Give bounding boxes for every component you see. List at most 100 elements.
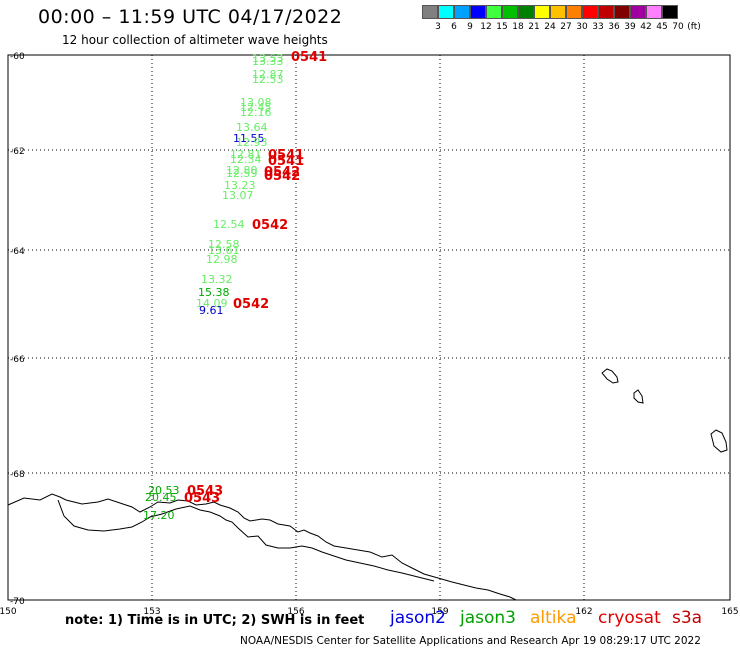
wave-height-value: 15.38: [198, 286, 230, 299]
legend-label: 21: [528, 22, 540, 32]
legend-label: 36: [608, 22, 620, 32]
legend-label: 70: [672, 22, 684, 32]
legend-label: 30: [576, 22, 588, 32]
color-legend: [422, 5, 678, 19]
lon-tick-label: 159: [431, 607, 448, 617]
legend-swatch: [550, 5, 566, 19]
lat-tick-label: -68: [10, 470, 25, 480]
pass-time-label: 0543: [184, 491, 220, 506]
pass-time-label: 0542: [233, 297, 269, 312]
wave-height-value: 12.87: [252, 68, 284, 81]
legend-label: 45: [656, 22, 668, 32]
wave-height-value: 20.53: [148, 484, 180, 497]
legend-swatch: [518, 5, 534, 19]
wave-height-value: 13.53: [252, 52, 284, 65]
wave-height-value: 12.80: [226, 164, 258, 177]
legend-label: 9: [467, 22, 473, 32]
wave-height-value: 12.59: [226, 167, 258, 180]
antarctic-coastline: [7, 493, 517, 601]
legend-label: 27: [560, 22, 572, 32]
wave-height-value: 20.45: [145, 491, 177, 504]
pass-time-label: 0543: [187, 484, 223, 499]
satellite-s3a: s3a: [672, 608, 703, 628]
island-3: [710, 429, 728, 453]
lon-tick-label: 153: [143, 607, 160, 617]
legend-swatch: [422, 5, 438, 19]
lon-tick-label: 150: [0, 607, 17, 617]
lat-tick-label: -62: [10, 147, 25, 157]
pass-time-label: 0542: [264, 165, 300, 180]
map-tick-labels: 150 153 156 159 162 165 -60 -62 -64 -66 -68 -70: [0, 52, 739, 617]
legend-label: 33: [592, 22, 604, 32]
wave-height-value: 13.07: [222, 189, 254, 202]
legend-label: (ft): [687, 22, 701, 32]
pass-time-label: 0542: [264, 169, 300, 184]
wave-height-value: 14.09: [196, 297, 228, 310]
legend-swatch: [486, 5, 502, 19]
legend-swatch: [598, 5, 614, 19]
legend-swatch: [438, 5, 454, 19]
wave-height-value: 12.54: [213, 218, 245, 231]
pass-time-label: 0541: [291, 50, 327, 65]
island-1: [601, 368, 619, 384]
lat-tick-label: -64: [10, 247, 25, 257]
legend-swatch: [454, 5, 470, 19]
wave-height-value: 13.64: [236, 121, 268, 134]
wave-height-value: 13.61: [208, 244, 240, 257]
legend-label: 39: [624, 22, 636, 32]
wave-height-value: 11.55: [233, 132, 265, 145]
legend-label: 42: [640, 22, 652, 32]
lon-tick-label: 162: [575, 607, 592, 617]
legend-label: 18: [512, 22, 524, 32]
wave-height-value: 12.34: [230, 153, 262, 166]
wave-height-value: 12.16: [240, 106, 272, 119]
map-frame: [7, 54, 731, 601]
antarctic-coastline-inner: [57, 499, 435, 582]
wave-height-value: 12.81: [230, 148, 262, 161]
page-title: 00:00 – 11:59 UTC 04/17/2022: [38, 6, 343, 28]
color-legend-labels: 3 6 9 12 15 18 21 24 27 30 33 36 39 42 45 70 (ft): [422, 22, 702, 32]
legend-swatch: [502, 5, 518, 19]
coastline: [7, 368, 728, 601]
pass-time-label: 0541: [268, 154, 304, 169]
wave-height-value: 9.61: [199, 304, 224, 317]
pass-time-label: 0541: [268, 148, 304, 163]
wave-height-value: 12.58: [208, 238, 240, 251]
wave-height-value: 13.33: [252, 55, 284, 68]
wave-height-value: 13.08: [240, 96, 272, 109]
legend-swatch: [566, 5, 582, 19]
legend-swatch: [470, 5, 486, 19]
legend-label: 6: [451, 22, 457, 32]
wave-height-value: 12.93: [236, 136, 268, 149]
wave-height-value: 12.45: [240, 101, 272, 114]
legend-swatch: [534, 5, 550, 19]
satellite-cryosat: cryosat: [598, 608, 661, 628]
satellite-jason2: jason2: [390, 608, 446, 628]
wave-height-value: 12.98: [206, 253, 238, 266]
wave-height-value: 13.23: [224, 179, 256, 192]
legend-swatch: [614, 5, 630, 19]
satellite-jason3: jason3: [460, 608, 516, 628]
satellite-altika: altika: [530, 608, 577, 628]
legend-swatch: [646, 5, 662, 19]
legend-swatch: [582, 5, 598, 19]
legend-swatch: [662, 5, 678, 19]
map-grid: [7, 54, 731, 601]
wave-height-value: 12.53: [252, 73, 284, 86]
page-subtitle: 12 hour collection of altimeter wave hei…: [62, 33, 328, 47]
lon-tick-label: 156: [287, 607, 304, 617]
island-2: [633, 389, 644, 404]
legend-swatch: [630, 5, 646, 19]
credit-line: NOAA/NESDIS Center for Satellite Applica…: [240, 635, 701, 647]
legend-label: 15: [496, 22, 508, 32]
legend-label: 12: [480, 22, 492, 32]
lon-tick-label: 165: [721, 607, 738, 617]
lat-tick-label: -66: [10, 355, 25, 365]
footer-note: note: 1) Time is in UTC; 2) SWH is in fe…: [65, 613, 365, 628]
legend-label: 24: [544, 22, 556, 32]
legend-label: 3: [435, 22, 441, 32]
wave-height-value: 13.32: [201, 273, 233, 286]
wave-height-value: 17.20: [143, 509, 175, 522]
